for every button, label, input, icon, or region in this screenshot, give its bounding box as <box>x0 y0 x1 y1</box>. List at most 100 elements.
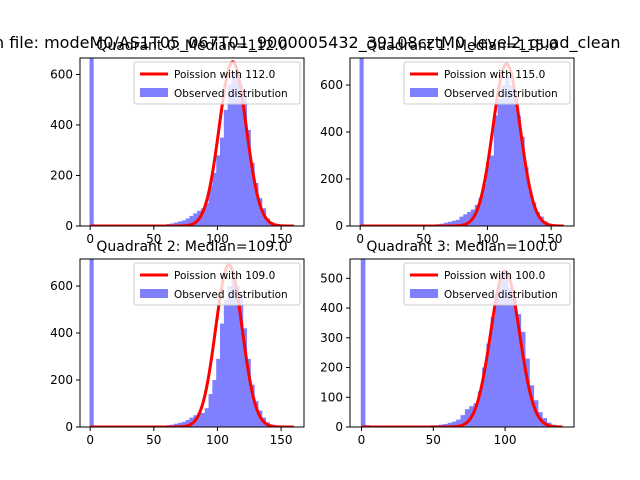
histogram-bar <box>456 419 461 427</box>
y-tick-label: 0 <box>65 219 73 233</box>
histogram-bar <box>499 275 504 427</box>
histogram-bar <box>235 74 240 226</box>
histogram-bar <box>220 323 225 427</box>
y-tick-label: 200 <box>50 373 73 387</box>
x-tick-label: 150 <box>270 433 293 447</box>
y-tick-label: 400 <box>50 118 73 132</box>
histogram-bar <box>197 412 202 427</box>
histogram-bar <box>505 75 510 226</box>
histogram-bar <box>490 155 495 226</box>
histogram-bar <box>181 421 186 427</box>
histogram-bar <box>459 216 464 226</box>
quadrant-title: Quadrant 1: Median=115.0 <box>366 38 557 54</box>
histogram-bar <box>258 198 263 226</box>
y-tick-label: 0 <box>335 420 343 434</box>
histogram-bar <box>246 358 251 427</box>
figure-suptitle: n file: modeM0/AS1T05_067T01_9000005432_… <box>0 30 640 54</box>
x-tick-label: 0 <box>86 433 94 447</box>
x-tick-label: 150 <box>270 232 293 246</box>
histogram-bar <box>520 331 526 427</box>
histogram-bar <box>482 367 487 427</box>
histogram-bar <box>359 58 364 226</box>
histogram-bar <box>512 299 517 427</box>
histogram-bar <box>360 259 366 427</box>
x-tick-label: 0 <box>358 433 366 447</box>
histogram-bar <box>503 272 509 427</box>
histogram-bar <box>520 136 525 226</box>
y-tick-label: 600 <box>320 78 343 92</box>
legend-label: Poission with 109.0 <box>174 270 275 282</box>
histogram-bar <box>490 316 496 427</box>
poisson-curve <box>360 62 564 226</box>
histogram-bar <box>486 162 491 226</box>
histogram-bar <box>246 130 251 226</box>
histogram-bar <box>474 204 479 226</box>
histogram-bar <box>178 422 183 427</box>
quadrant-title: Quadrant 3: Median=100.0 <box>366 239 557 255</box>
histogram-bar <box>189 215 194 226</box>
histogram-bar <box>525 358 530 427</box>
y-tick-label: 200 <box>320 172 343 186</box>
histogram-bar <box>250 162 255 226</box>
histogram-bar <box>231 276 236 427</box>
quadrant-2-panel: 0 50 100 150 0 200 400 600 Quadrant 2: Median=10… <box>50 239 305 447</box>
histogram-bar <box>212 380 217 427</box>
histogram-bar <box>89 259 94 427</box>
histogram-bar <box>208 185 213 226</box>
histogram-bar <box>507 287 513 427</box>
histogram-bar <box>216 155 221 226</box>
histogram-bar <box>216 358 221 427</box>
histogram-bar <box>178 221 183 226</box>
poisson-curve <box>90 60 294 226</box>
histogram-bar <box>509 85 514 226</box>
histogram-bar <box>200 412 206 427</box>
legend-label: Observed distribution <box>174 88 288 100</box>
x-tick-label: 50 <box>146 232 161 246</box>
legend-patch-swatch <box>140 289 168 298</box>
histogram-bar <box>242 92 248 226</box>
y-tick-label: 500 <box>320 271 343 285</box>
histogram-bar <box>185 218 190 226</box>
histogram-bar <box>235 286 240 427</box>
histogram-bar <box>212 172 217 226</box>
y-tick-label: 600 <box>50 279 73 293</box>
y-tick-label: 200 <box>320 361 343 375</box>
histogram-bar <box>204 408 209 427</box>
histogram-bar <box>478 197 483 226</box>
histogram-bar <box>451 220 456 226</box>
x-tick-label: 100 <box>206 433 229 447</box>
histogram-bar <box>227 286 232 427</box>
legend-box <box>403 262 571 306</box>
x-tick-label: 50 <box>426 433 441 447</box>
histogram-bar <box>497 99 502 226</box>
histogram-bar <box>231 71 236 226</box>
histogram-bar <box>254 183 259 226</box>
axes-frame <box>79 258 305 428</box>
y-tick-label: 400 <box>320 125 343 139</box>
histogram-bar <box>473 403 479 427</box>
histogram-bar <box>482 183 487 226</box>
x-tick-label: 100 <box>206 232 229 246</box>
histogram-bar <box>448 221 453 226</box>
legend-box <box>133 61 301 105</box>
plot-area <box>360 259 563 427</box>
x-tick-label: 100 <box>476 232 499 246</box>
histogram-bar <box>516 115 521 226</box>
histogram-bar <box>528 190 533 226</box>
histogram-bar <box>208 394 213 427</box>
histogram-bar <box>524 167 529 226</box>
legend-label: Observed distribution <box>444 88 558 100</box>
y-tick-label: 0 <box>65 420 73 434</box>
poisson-curve <box>361 269 563 427</box>
axes-frame <box>349 258 575 428</box>
quadrant-0-panel: 0 50 100 150 0 200 400 600 Quadrant 0: Median=11… <box>50 38 305 246</box>
plot-area <box>359 58 564 226</box>
histogram-bar <box>477 391 483 427</box>
histogram-bar <box>174 222 179 226</box>
y-tick-label: 200 <box>50 168 73 182</box>
plot-area <box>89 58 294 226</box>
x-tick-label: 50 <box>146 433 161 447</box>
histogram-bar <box>239 84 244 226</box>
y-tick-label: 100 <box>320 390 343 404</box>
